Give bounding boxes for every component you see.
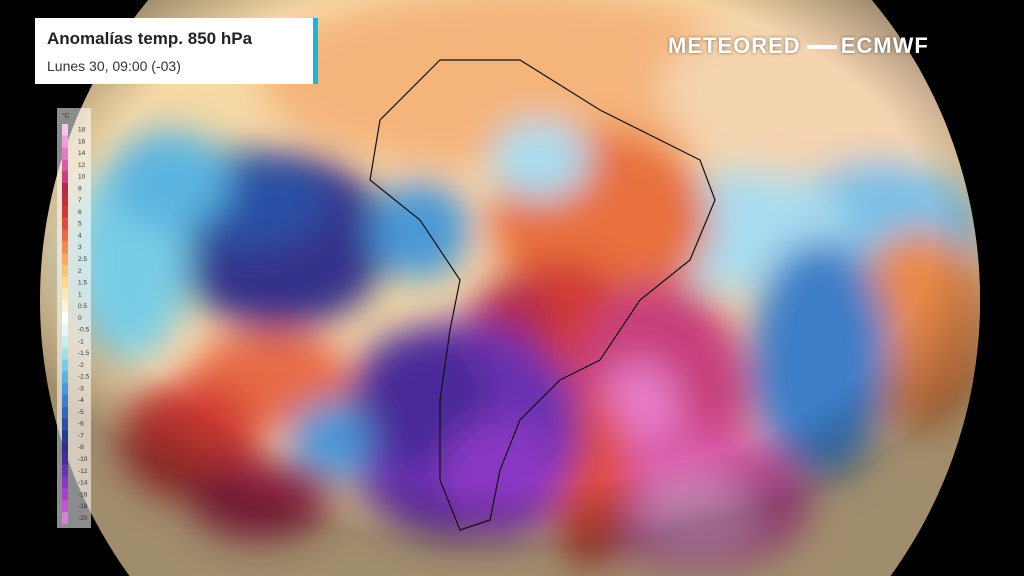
legend-label: -7 <box>78 432 84 439</box>
legend-swatch <box>62 276 68 289</box>
legend-label: 2.5 <box>78 256 87 263</box>
legend-swatch <box>62 406 68 419</box>
legend-swatch <box>62 300 68 313</box>
subtitle: Lunes 30, 09:00 (-03) <box>47 58 181 74</box>
legend-swatch <box>62 512 68 524</box>
legend-label: 1 <box>78 291 82 298</box>
legend-label: 2 <box>78 268 82 275</box>
legend-swatch <box>62 429 68 442</box>
legend-label: -0.5 <box>78 327 90 334</box>
legend-swatch <box>62 453 68 466</box>
legend-swatch <box>62 147 68 160</box>
legend-label: 16 <box>78 138 86 145</box>
legend-swatch <box>62 324 68 336</box>
legend-swatch <box>62 476 68 489</box>
title-box: Anomalías temp. 850 hPa Lunes 30, 09:00 … <box>35 18 318 84</box>
legend-swatch <box>62 135 68 148</box>
legend-swatch <box>62 312 68 324</box>
legend-swatch <box>62 359 68 372</box>
logo-separator <box>806 45 837 50</box>
legend-swatch <box>62 265 68 277</box>
legend-label: -1.5 <box>78 350 90 357</box>
logo: METEORED ECMWF <box>668 33 929 59</box>
legend-swatch <box>62 418 68 430</box>
legend-label: -8 <box>78 444 84 451</box>
legend-swatch <box>62 124 68 136</box>
legend-label: 0.5 <box>78 303 87 310</box>
legend-label: -14 <box>78 480 88 487</box>
legend-label: -4 <box>78 397 84 404</box>
legend-label: -1 <box>78 338 84 345</box>
brand-right: ECMWF <box>840 33 929 58</box>
legend-swatch <box>62 206 68 219</box>
legend-swatch <box>62 465 68 477</box>
legend-unit: °C <box>62 112 70 120</box>
legend-label: -12 <box>78 468 88 475</box>
color-legend: °C 18 16 14 12 10 8 7 6 5 4 3 2.5 2 1.5 1 0.5 0 -0.5 -1 -1.5… <box>57 108 91 528</box>
legend-label: 0 <box>78 315 82 322</box>
legend-label: 4 <box>78 232 82 239</box>
legend-swatch <box>62 171 68 183</box>
legend-swatch <box>62 253 68 266</box>
legend-swatch <box>62 441 68 454</box>
legend-swatch <box>62 335 68 348</box>
legend-swatch <box>62 394 68 407</box>
legend-label: -3 <box>78 385 84 392</box>
legend-label: 6 <box>78 209 82 216</box>
legend-label: 3 <box>78 244 82 251</box>
legend-label: -18 <box>78 503 88 510</box>
continent-outline <box>369 59 716 531</box>
legend-label: 5 <box>78 221 82 228</box>
legend-swatch <box>62 159 68 172</box>
brand-left: METEORED <box>668 33 801 58</box>
legend-swatch <box>62 182 68 195</box>
legend-swatch <box>62 371 68 383</box>
legend-label: 10 <box>78 174 86 181</box>
legend-label: 7 <box>78 197 82 204</box>
legend-swatch <box>62 382 68 395</box>
legend-label: -20 <box>78 515 88 522</box>
legend-label: 1.5 <box>78 280 87 287</box>
legend-swatch <box>62 347 68 360</box>
legend-label: 8 <box>78 185 82 192</box>
legend-swatch <box>62 500 68 513</box>
legend-swatch <box>62 288 68 301</box>
title: Anomalías temp. 850 hPa <box>47 29 253 48</box>
legend-swatch <box>62 218 68 230</box>
legend-label: -6 <box>78 421 84 428</box>
legend-label: -5 <box>78 409 84 416</box>
anomaly-field <box>40 0 980 576</box>
legend-label: -10 <box>78 456 88 463</box>
legend-label: -16 <box>78 491 88 498</box>
legend-swatch <box>62 488 68 501</box>
legend-swatch <box>62 241 68 254</box>
legend-swatch <box>62 194 68 207</box>
legend-swatch <box>62 229 68 242</box>
legend-label: -2 <box>78 362 84 369</box>
legend-label: -2.5 <box>78 374 90 381</box>
legend-label: 14 <box>78 150 86 157</box>
legend-label: 12 <box>78 162 86 169</box>
legend-label: 18 <box>78 127 86 134</box>
